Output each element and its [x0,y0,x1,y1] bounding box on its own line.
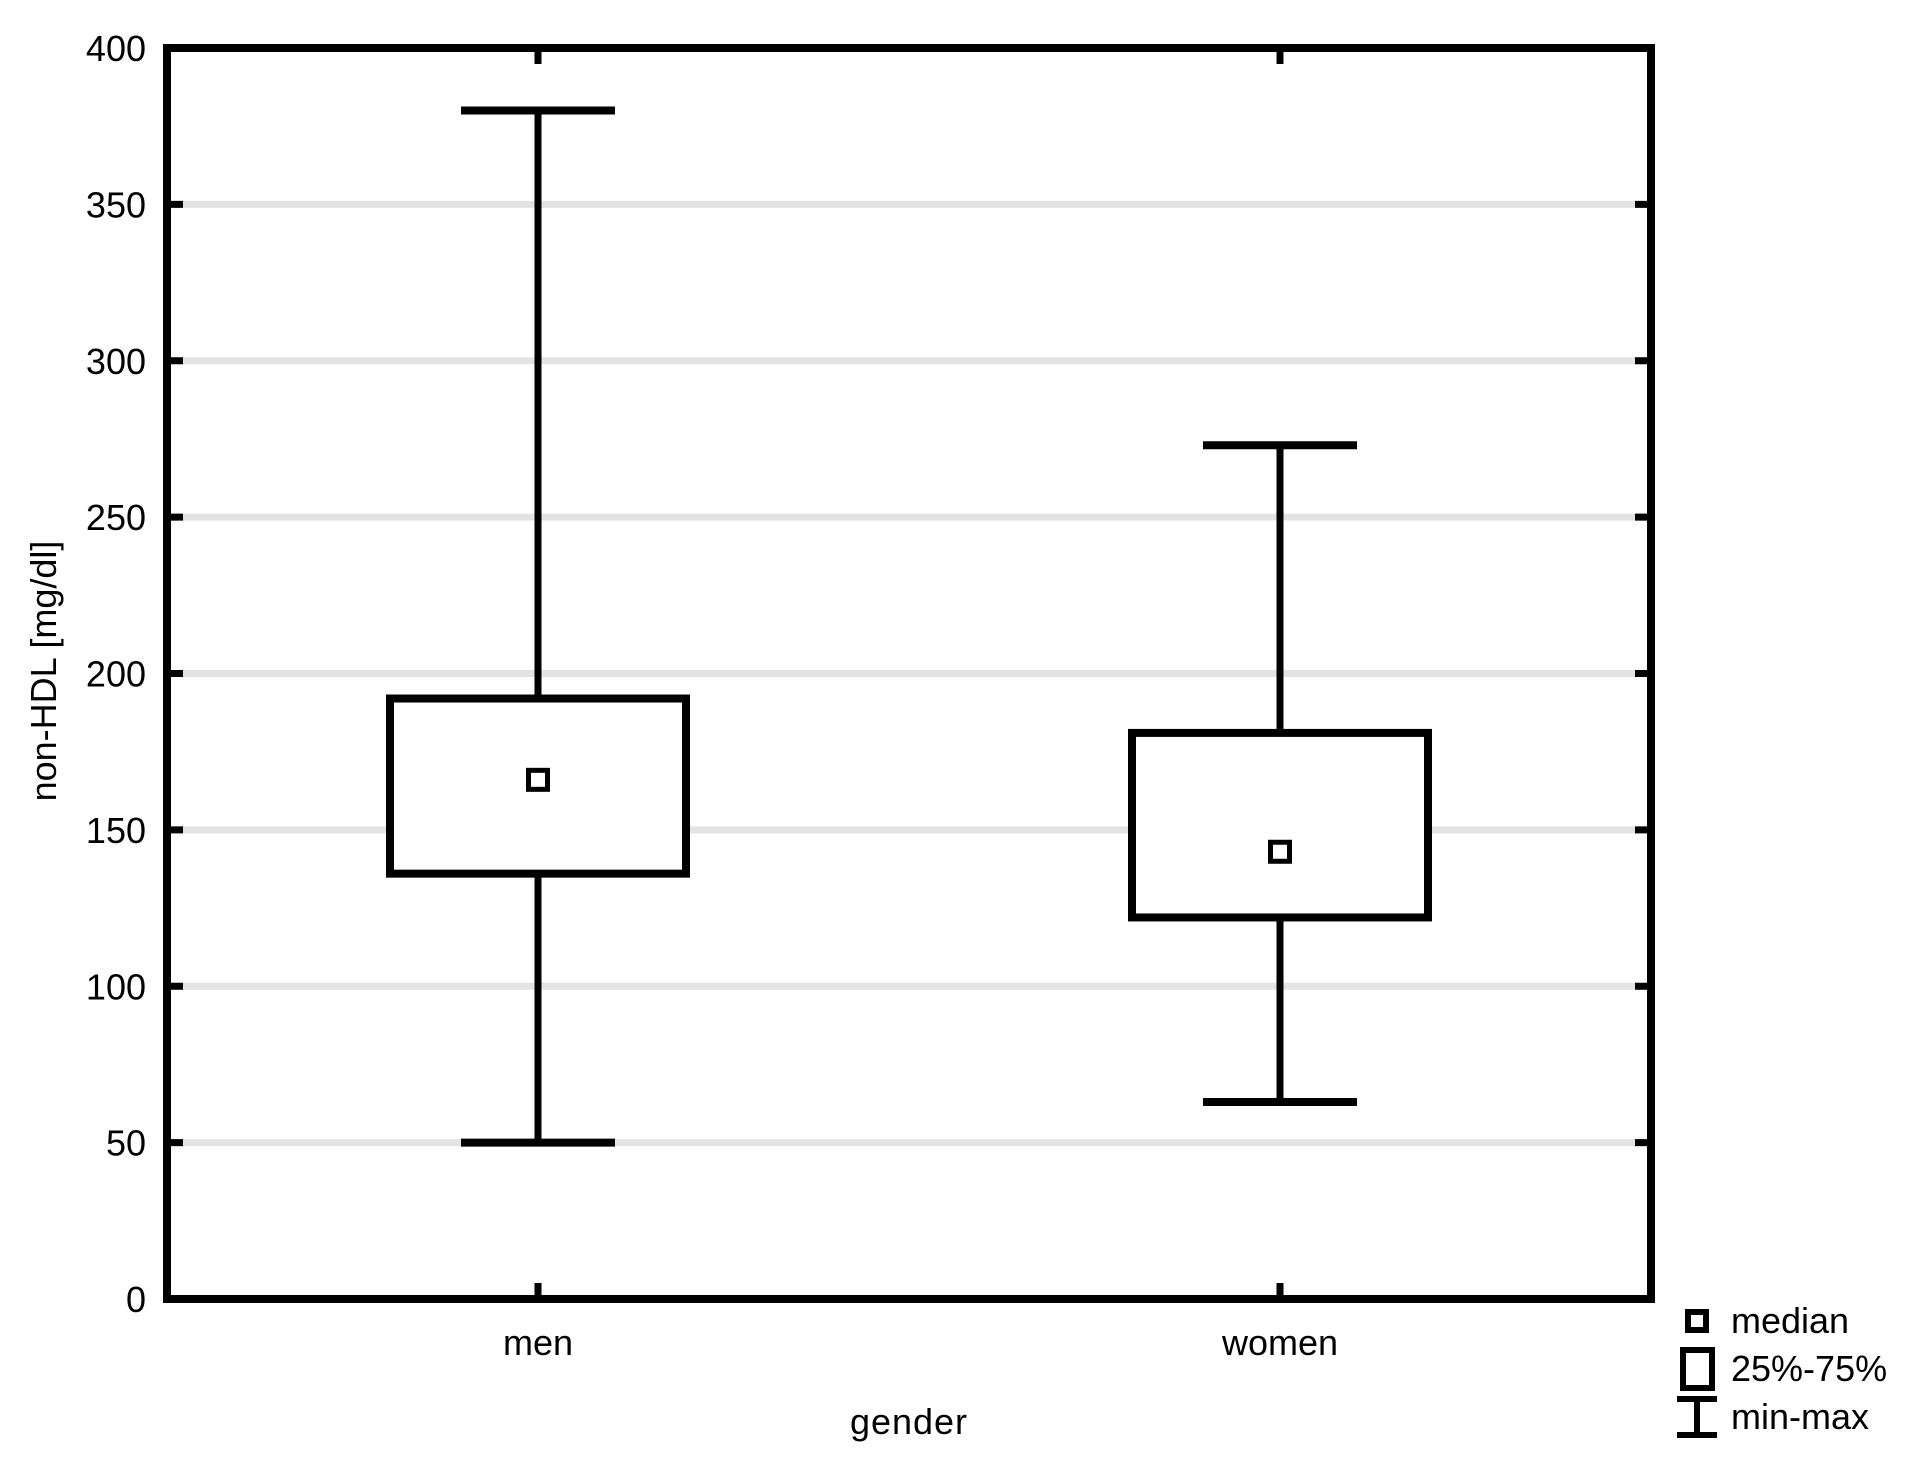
x-category-label-women: women [1221,1322,1338,1363]
median-swatch-cell [1663,1309,1731,1333]
legend-item-iqr: 25%-75% [1663,1345,1887,1393]
y-tick-label-400: 400 [86,28,146,69]
x-category-label-men: men [503,1322,573,1363]
y-tick-label-200: 200 [86,654,146,695]
y-tick-label-350: 350 [86,184,146,225]
iqr-box-icon [1679,1347,1715,1391]
median-marker-women [1268,839,1292,864]
y-tick-label-300: 300 [86,341,146,382]
minmax-swatch-cell [1663,1396,1731,1438]
iqr-box-men [386,694,690,878]
iqr-swatch-cell [1663,1347,1731,1391]
y-axis-title: non-HDL [mg/dl] [23,540,64,802]
median-marker-men [526,767,550,792]
y-tick-label-100: 100 [86,966,146,1007]
legend-label-minmax: min-max [1731,1396,1870,1437]
legend-label-median: median [1731,1300,1850,1341]
legend-item-minmax: min-max [1663,1393,1887,1441]
legend-label-iqr: 25%-75% [1731,1348,1888,1389]
y-tick-label-50: 50 [106,1123,146,1164]
iqr-box-women [1128,728,1432,922]
median-marker-icon [1685,1309,1709,1333]
legend: median 25%-75% min-max [1663,1297,1887,1441]
y-tick-label-150: 150 [86,810,146,851]
legend-item-median: median [1663,1297,1887,1345]
y-tick-label-0: 0 [126,1279,146,1320]
x-axis-title: gender [849,1401,969,1442]
min-max-icon [1677,1396,1717,1438]
y-tick-label-250: 250 [86,497,146,538]
